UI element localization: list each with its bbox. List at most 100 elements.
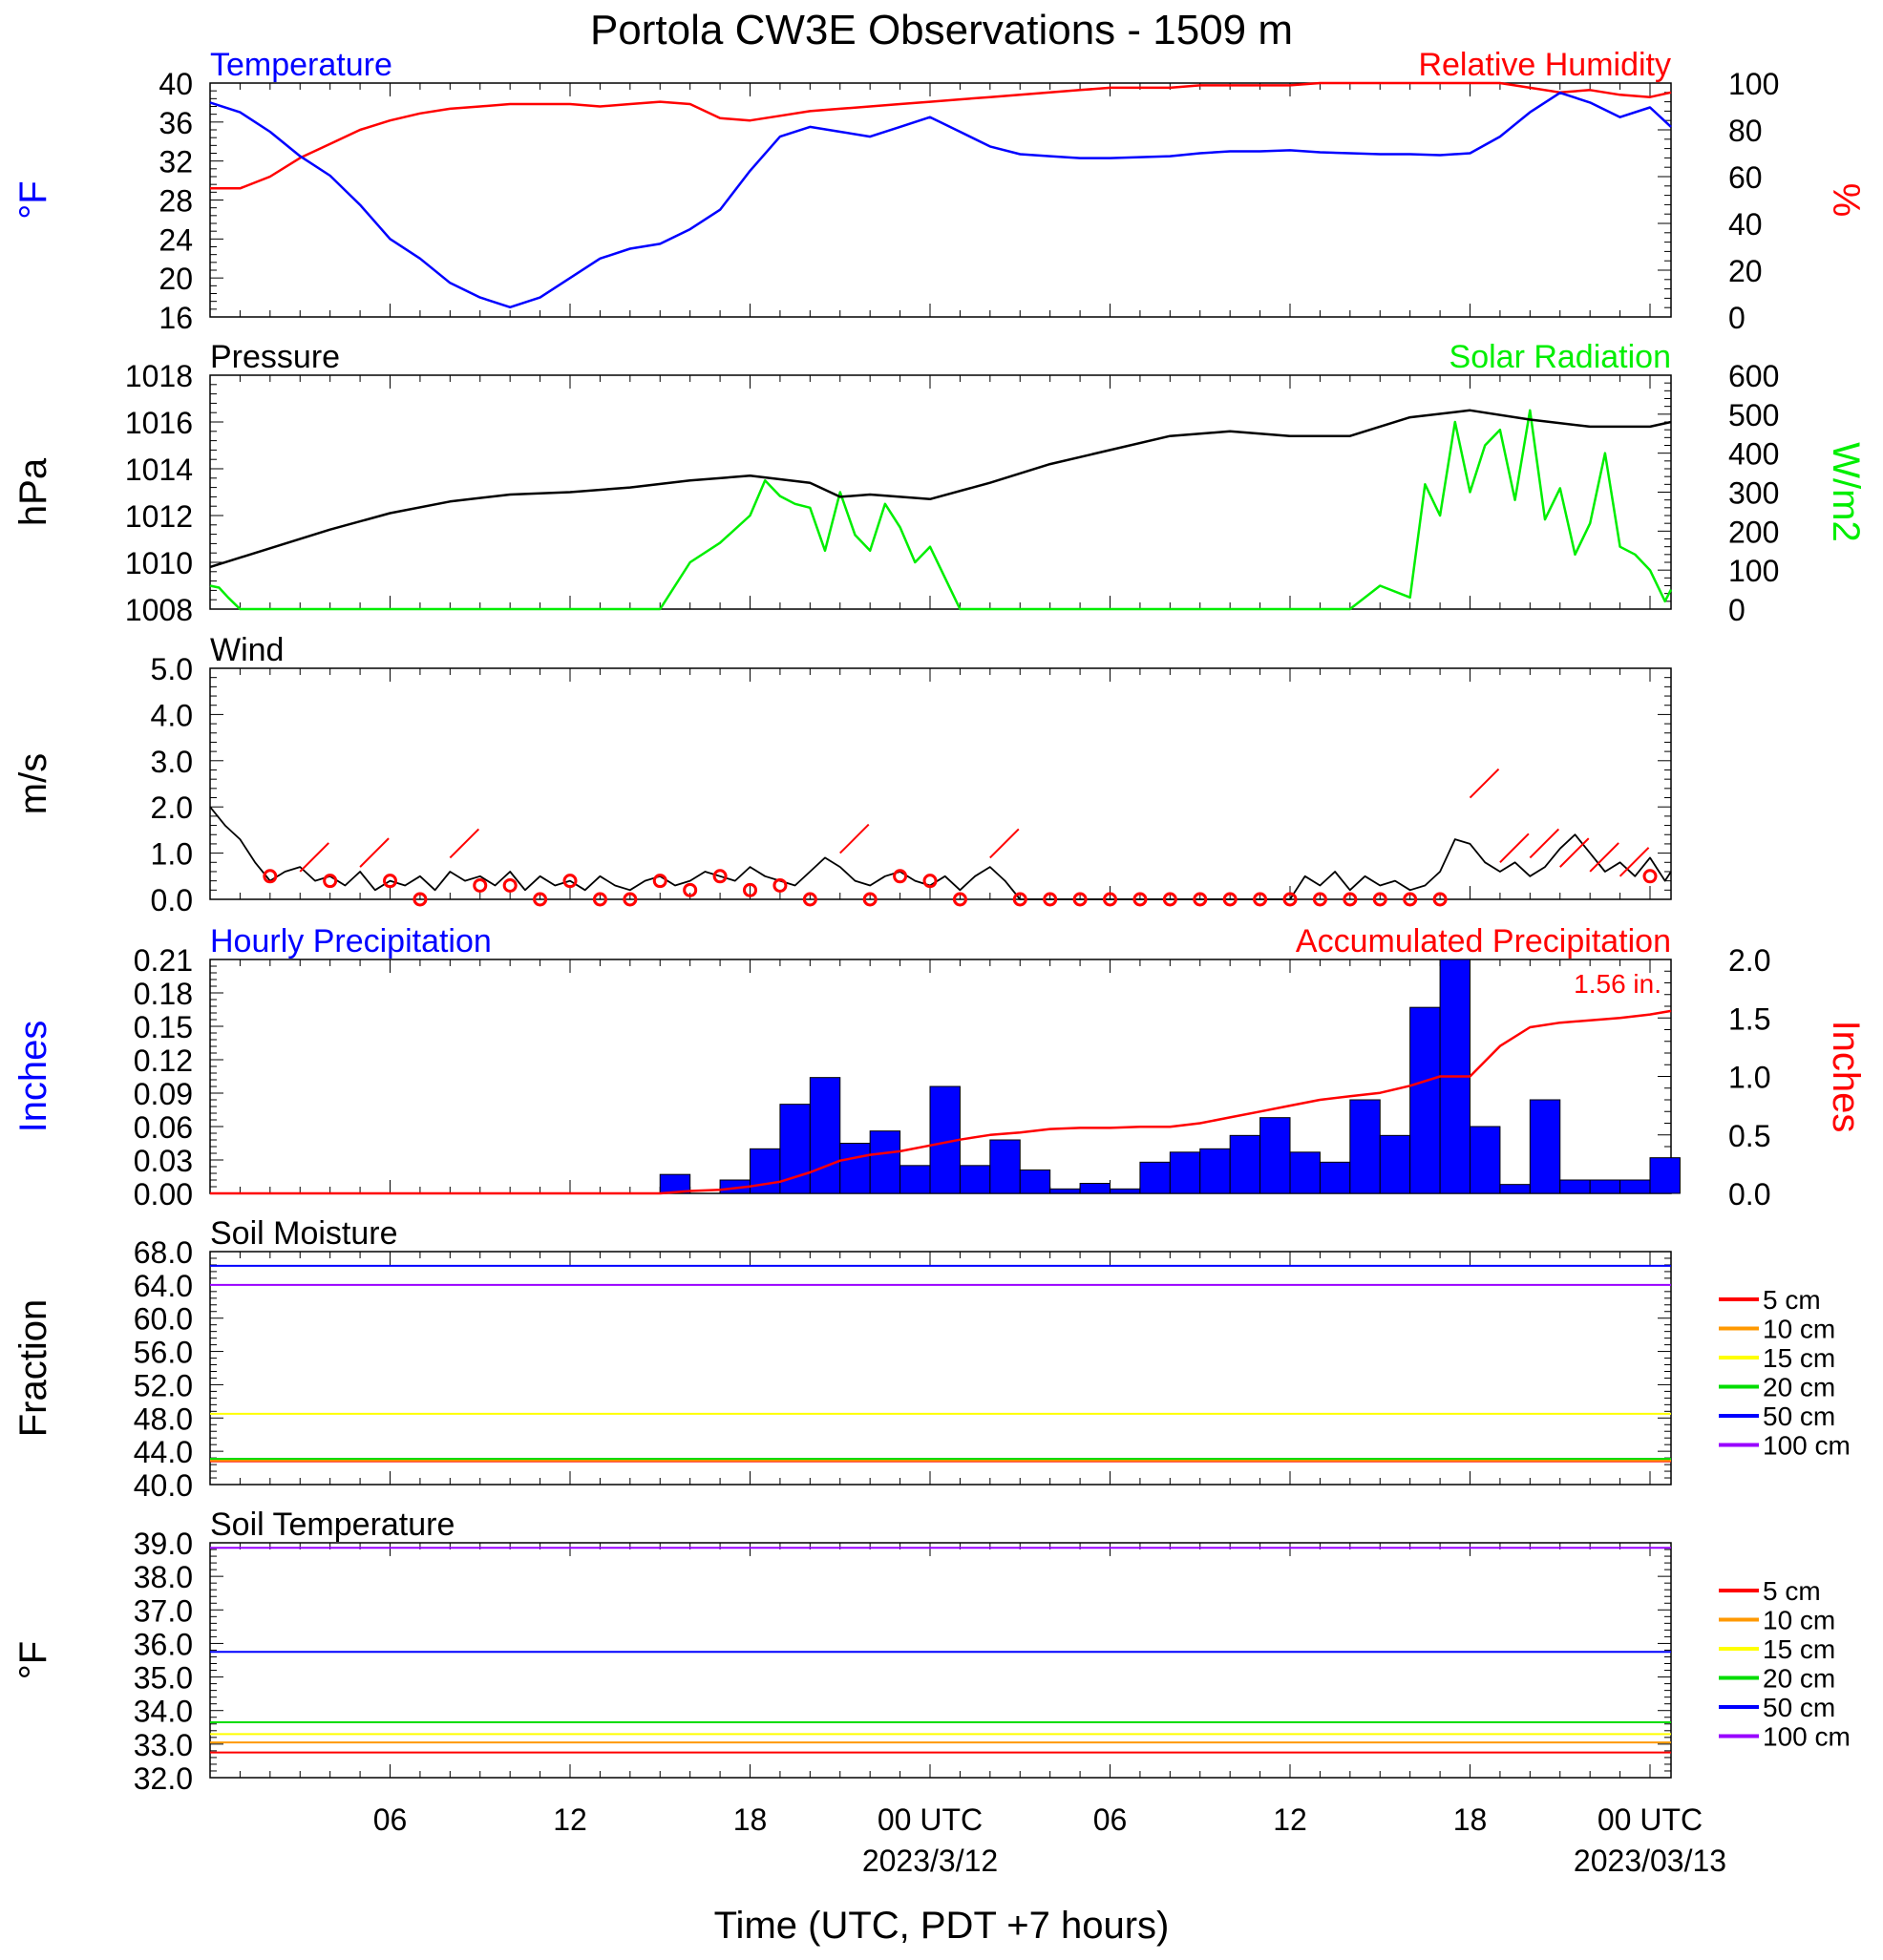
left-y-tick-label: 1014 bbox=[125, 453, 193, 487]
wind-calm-marker bbox=[562, 874, 578, 889]
panel-frame bbox=[209, 1251, 1672, 1486]
left-y-tick-label: 36.0 bbox=[134, 1627, 193, 1661]
panel-right-title: Solar Radiation bbox=[1449, 339, 1671, 375]
precip-bar bbox=[1589, 1179, 1621, 1194]
wind-barb bbox=[1499, 832, 1530, 863]
precip-bar bbox=[1289, 1151, 1321, 1194]
x-tick-date: 2023/3/12 bbox=[862, 1844, 998, 1878]
precip-bar bbox=[1319, 1161, 1351, 1194]
precip-bar bbox=[1619, 1179, 1651, 1194]
left-y-tick-label: 34.0 bbox=[134, 1695, 193, 1729]
left-y-tick-label: 28 bbox=[159, 184, 193, 219]
wind-calm-marker bbox=[592, 892, 607, 907]
left-y-tick-label: 0.06 bbox=[134, 1110, 193, 1145]
x-axis-title: Time (UTC, PDT +7 hours) bbox=[714, 1905, 1170, 1947]
wind-barb bbox=[1469, 768, 1500, 799]
right-axis-label: W/m2 bbox=[1825, 442, 1867, 541]
panel-right-title: Accumulated Precipitation bbox=[1296, 923, 1671, 959]
left-y-tick-label: 32 bbox=[159, 145, 193, 179]
accum-precip-line bbox=[210, 1009, 1672, 1195]
wind-calm-marker bbox=[1282, 892, 1298, 907]
panel-soil-moisture: 40.044.048.052.056.060.064.068.0 Soil Moi… bbox=[12, 1215, 1851, 1503]
temperature-line bbox=[209, 91, 1672, 309]
left-y-tick-label: 37.0 bbox=[134, 1593, 193, 1628]
precip-bar bbox=[1019, 1170, 1051, 1194]
right-y-tick-label: 20 bbox=[1728, 254, 1763, 288]
precip-bar bbox=[1079, 1183, 1111, 1194]
left-axis-label: Inches bbox=[12, 1021, 54, 1133]
x-tick-date: 2023/03/13 bbox=[1574, 1844, 1726, 1878]
legend-label: 10 cm bbox=[1763, 1315, 1835, 1344]
x-tick-label: 12 bbox=[553, 1802, 587, 1837]
panel-left-title: Temperature bbox=[210, 47, 392, 83]
wind-barb bbox=[1559, 837, 1590, 868]
chart-title: Portola CW3E Observations - 1509 m bbox=[590, 7, 1293, 53]
left-y-tick-label: 32.0 bbox=[134, 1761, 193, 1796]
right-axis-label: Inches bbox=[1825, 1021, 1867, 1133]
left-y-tick-label: 0.21 bbox=[134, 943, 193, 978]
wind-calm-marker bbox=[1193, 892, 1208, 907]
precip-bar bbox=[869, 1130, 901, 1194]
left-axis-label: °F bbox=[12, 180, 54, 219]
wind-calm-marker bbox=[683, 882, 698, 897]
wind-calm-marker bbox=[623, 892, 638, 907]
left-y-tick-label: 0.09 bbox=[134, 1077, 193, 1111]
wind-calm-marker bbox=[1012, 892, 1027, 907]
precip-bar bbox=[1379, 1134, 1411, 1194]
precip-bar bbox=[1470, 1126, 1501, 1194]
right-y-tick-label: 0 bbox=[1728, 593, 1745, 627]
wind-calm-marker bbox=[1372, 892, 1387, 907]
wind-calm-marker bbox=[712, 869, 728, 884]
right-y-tick-label: 300 bbox=[1728, 476, 1779, 511]
x-tick-label: 06 bbox=[373, 1802, 408, 1837]
left-y-tick-label: 39.0 bbox=[134, 1527, 193, 1561]
legend-label: 5 cm bbox=[1763, 1285, 1821, 1315]
left-y-tick-label: 1018 bbox=[125, 359, 193, 393]
left-y-tick-label: 0.03 bbox=[134, 1144, 193, 1178]
left-y-tick-label: 60.0 bbox=[134, 1302, 193, 1337]
left-y-tick-label: 5.0 bbox=[151, 652, 193, 686]
panel-left-title: Soil Temperature bbox=[210, 1507, 455, 1543]
panel-wind: 0.0 1.0 2.0 3.0 4.0 5.0 Wind m/s bbox=[12, 632, 1672, 917]
panel-soil-temperature: 32.033.034.035.036.037.038.039.0 Soil Tem… bbox=[12, 1507, 1851, 1796]
panel-frame bbox=[209, 1542, 1672, 1779]
right-y-tick-label: 100 bbox=[1728, 554, 1779, 588]
wind-calm-marker bbox=[1103, 892, 1118, 907]
precip-bar bbox=[809, 1077, 841, 1194]
wind-calm-marker bbox=[1222, 892, 1238, 907]
wind-barb bbox=[839, 823, 870, 854]
left-y-tick-label: 40.0 bbox=[134, 1468, 193, 1503]
panel-left-title: Pressure bbox=[210, 339, 340, 375]
precip-bar bbox=[1559, 1179, 1591, 1194]
wind-calm-marker bbox=[893, 869, 908, 884]
wind-barb bbox=[989, 828, 1020, 859]
left-y-tick-label: 3.0 bbox=[151, 745, 193, 779]
left-y-tick-label: 44.0 bbox=[134, 1435, 193, 1469]
right-y-tick-label: 60 bbox=[1728, 160, 1763, 195]
left-y-tick-label: 2.0 bbox=[151, 790, 193, 825]
wind-calm-marker bbox=[1072, 892, 1088, 907]
solar-line bbox=[209, 409, 1673, 611]
legend-label: 20 cm bbox=[1763, 1664, 1835, 1694]
precip-bar bbox=[1529, 1099, 1561, 1194]
wind-calm-marker bbox=[1253, 892, 1268, 907]
left-y-tick-label: 0.15 bbox=[134, 1010, 193, 1044]
left-y-tick-label: 68.0 bbox=[134, 1235, 193, 1270]
wind-calm-marker bbox=[1343, 892, 1358, 907]
panel-frame bbox=[209, 667, 1672, 900]
wind-calm-marker bbox=[533, 892, 548, 907]
panel-frame bbox=[209, 82, 1672, 318]
left-y-tick-label: 56.0 bbox=[134, 1336, 193, 1370]
precip-bar bbox=[1409, 1006, 1441, 1194]
left-axis-label: Fraction bbox=[12, 1299, 54, 1438]
legend-label: 100 cm bbox=[1763, 1431, 1851, 1461]
panel-left-title: Hourly Precipitation bbox=[210, 923, 492, 959]
wind-calm-marker bbox=[652, 874, 667, 889]
panel-precipitation: 0.000.030.060.090.120.150.180.21 0.0 0.5 1.… bbox=[12, 923, 1867, 1212]
wind-calm-marker bbox=[802, 892, 817, 907]
left-y-tick-label: 1012 bbox=[125, 499, 193, 534]
precip-bar bbox=[1110, 1188, 1141, 1194]
right-axis-label: % bbox=[1825, 183, 1867, 218]
